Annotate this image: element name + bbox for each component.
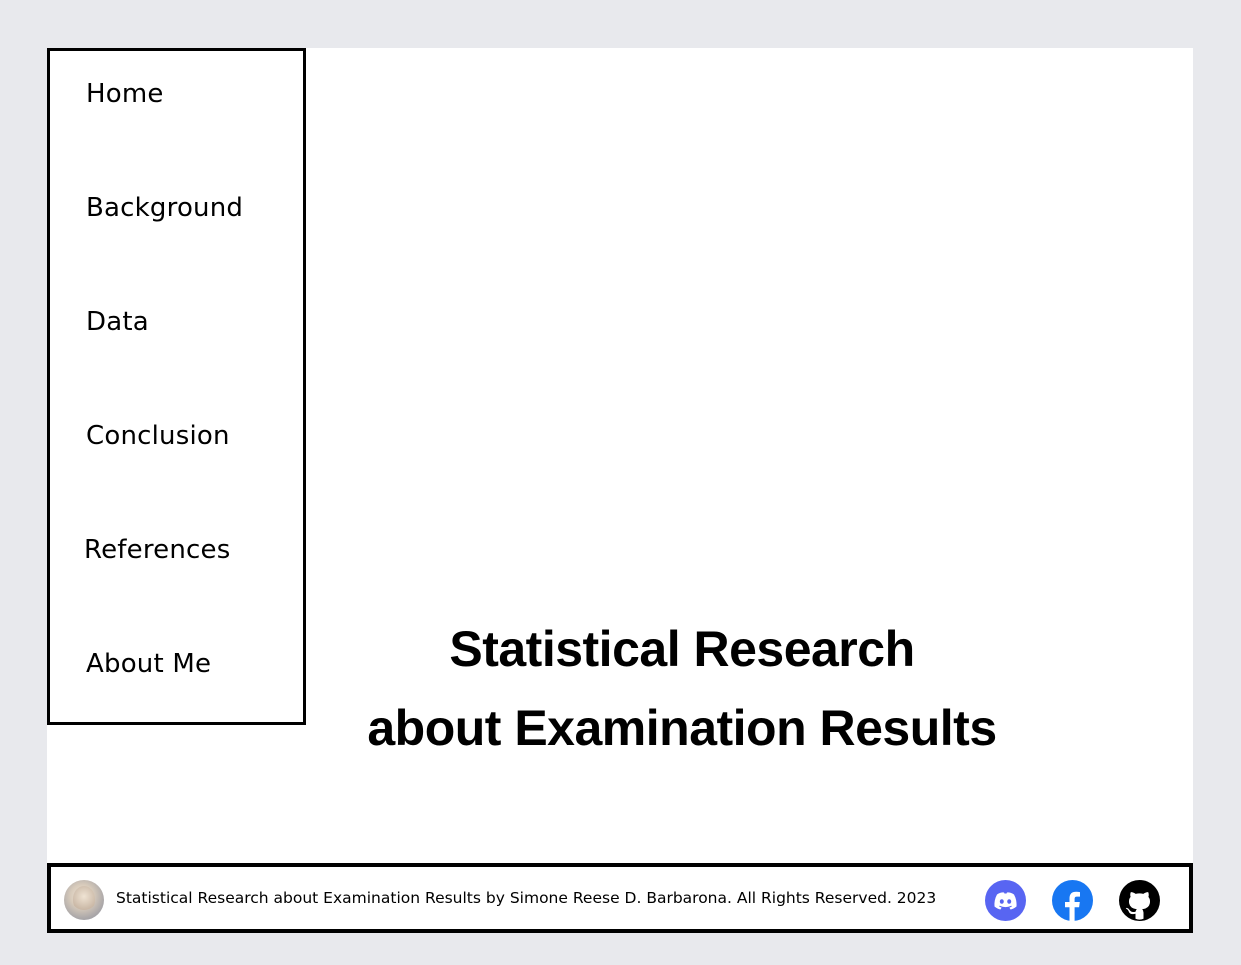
nav-item-home[interactable]: Home <box>86 79 164 109</box>
hero-title-line2: about Examination Results <box>367 700 997 756</box>
sidebar-nav: Home Background Data Conclusion Referenc… <box>47 48 306 725</box>
nav-item-references[interactable]: References <box>84 535 231 565</box>
footer: Statistical Research about Examination R… <box>47 863 1193 933</box>
nav-item-about-me[interactable]: About Me <box>86 649 212 679</box>
github-icon <box>1119 880 1160 921</box>
facebook-icon <box>1052 880 1093 921</box>
facebook-link[interactable] <box>1052 880 1093 921</box>
github-link[interactable] <box>1119 880 1160 921</box>
nav-item-background[interactable]: Background <box>86 193 244 223</box>
page: Home Background Data Conclusion Referenc… <box>47 48 1193 933</box>
discord-icon <box>985 880 1026 921</box>
nav-item-data[interactable]: Data <box>86 307 149 337</box>
discord-link[interactable] <box>985 880 1026 921</box>
hero-title: Statistical Research about Examination R… <box>347 610 1017 768</box>
nav-item-conclusion[interactable]: Conclusion <box>86 421 230 451</box>
hero-title-line1: Statistical Research <box>449 621 915 677</box>
avatar <box>64 880 104 920</box>
footer-copyright: Statistical Research about Examination R… <box>116 889 937 907</box>
